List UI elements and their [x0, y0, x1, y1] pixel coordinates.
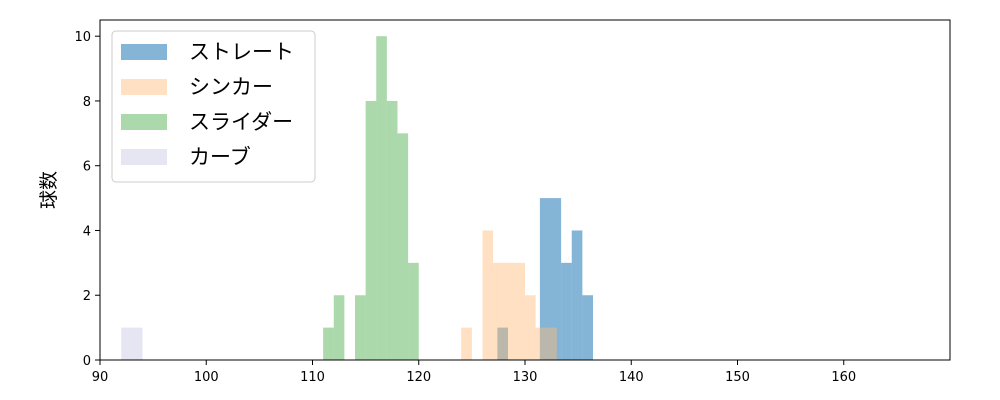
x-axis: 90 100 110 120 130 140 150 160 [92, 360, 856, 385]
bar-series0-bin0 [497, 327, 508, 360]
x-tick-label-4: 130 [513, 370, 538, 385]
bar-series2-bin3 [365, 100, 377, 360]
bar-series1-bin2 [493, 262, 504, 360]
bar-series2-bin4 [376, 36, 387, 360]
bar-series1-bin3 [503, 262, 515, 360]
bar-series0-bin4 [571, 230, 583, 360]
legend-swatch-3 [121, 149, 167, 165]
y-tick-label-4: 8 [83, 95, 91, 110]
legend-label-2: スライダー [189, 110, 293, 134]
y-tick-label-5: 10 [74, 30, 91, 45]
bar-series0-bin2 [550, 198, 562, 360]
x-tick-label-5: 140 [619, 370, 644, 385]
bars-layer [121, 36, 593, 360]
bar-series0-bin3 [561, 262, 572, 360]
legend-swatch-2 [121, 114, 167, 130]
bar-series3-bin0 [121, 327, 143, 360]
bar-series2-bin7 [408, 262, 419, 360]
bar-series2-bin1 [333, 295, 345, 360]
bar-series0-bin5 [582, 295, 593, 360]
x-tick-label-7: 160 [831, 370, 856, 385]
y-tick-label-2: 4 [83, 224, 91, 239]
bar-series1-bin4 [514, 262, 525, 360]
bar-series2-bin5 [386, 100, 398, 360]
legend-swatch-1 [121, 79, 167, 95]
bar-series1-bin7 [546, 327, 557, 360]
bar-series1-bin0 [461, 327, 472, 360]
x-tick-label-6: 150 [725, 370, 750, 385]
bar-series1-bin1 [482, 230, 494, 360]
x-tick-label-0: 90 [92, 370, 109, 385]
bar-series0-bin1 [539, 198, 551, 360]
x-tick-label-1: 100 [194, 370, 219, 385]
bar-series1-bin5 [525, 295, 536, 360]
legend-label-1: シンカー [189, 75, 273, 99]
legend-label-3: カーブ [189, 145, 251, 169]
x-tick-label-3: 120 [406, 370, 431, 385]
legend-label-0: ストレート [189, 40, 294, 64]
legend-swatch-0 [121, 44, 167, 60]
bar-series2-bin0 [323, 327, 334, 360]
y-axis-label: 球数 [38, 171, 60, 209]
bar-series2-bin6 [397, 133, 409, 360]
y-axis: 0 2 4 6 8 10 [74, 30, 100, 369]
bar-series1-bin6 [535, 327, 547, 360]
y-tick-label-0: 0 [83, 354, 91, 369]
y-tick-label-3: 6 [83, 160, 91, 175]
x-tick-label-2: 110 [300, 370, 325, 385]
legend-box [111, 30, 316, 183]
bar-series2-bin2 [355, 295, 366, 360]
y-tick-label-1: 2 [83, 289, 91, 304]
